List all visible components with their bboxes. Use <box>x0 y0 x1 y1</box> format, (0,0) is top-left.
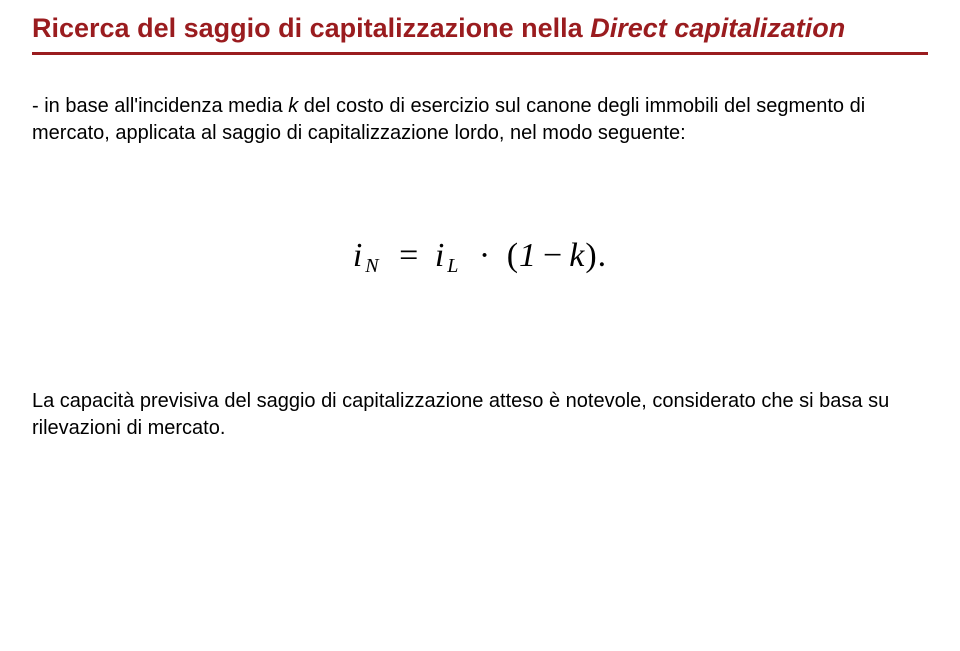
formula-minus: − <box>537 237 569 274</box>
formula-period: . <box>598 237 608 274</box>
intro-k-variable: k <box>288 95 298 117</box>
formula-rparen: ) <box>585 237 597 274</box>
title-part-2: Direct capitalization <box>590 13 845 43</box>
title-part-1: Ricerca del saggio di capitalizzazione n… <box>32 13 583 43</box>
conclusion-paragraph: La capacità previsiva del saggio di capi… <box>32 388 928 442</box>
formula-equals: = <box>393 237 425 274</box>
intro-paragraph: - in base all'incidenza media k del cost… <box>32 93 928 147</box>
formula-lparen: ( <box>507 237 519 274</box>
formula-dot: · <box>473 237 497 274</box>
formula-one: 1 <box>519 237 537 274</box>
formula-sub-l: L <box>445 255 463 277</box>
formula-i-l: i <box>435 237 445 274</box>
intro-lead: - in base all'incidenza media <box>32 95 288 117</box>
formula: iN = iL · (1−k). <box>353 237 607 278</box>
formula-container: iN = iL · (1−k). <box>32 237 928 278</box>
formula-k: k <box>569 237 585 274</box>
formula-i-n: i <box>353 237 363 274</box>
formula-sub-n: N <box>363 255 383 277</box>
page-title: Ricerca del saggio di capitalizzazione n… <box>32 12 928 55</box>
slide-page: Ricerca del saggio di capitalizzazione n… <box>0 0 960 651</box>
